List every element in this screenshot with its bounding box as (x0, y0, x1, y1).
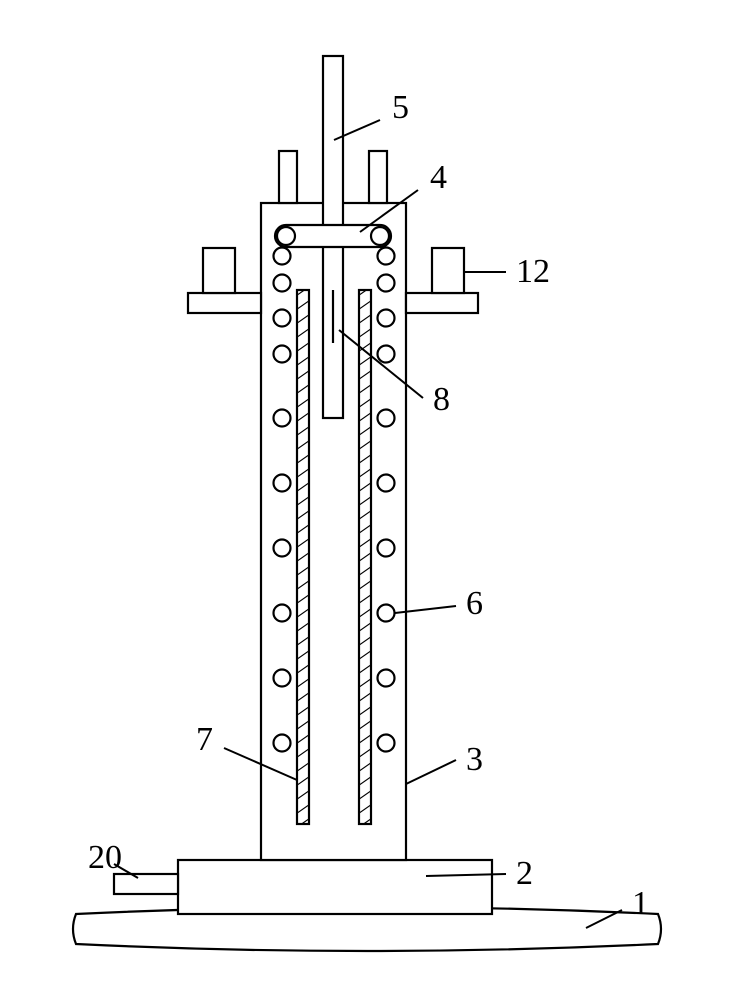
label-8: 8 (433, 381, 450, 418)
side-pipe (114, 874, 178, 894)
label-20: 20 (88, 839, 122, 876)
cap-post-right (369, 151, 387, 203)
shelf-post-left (203, 248, 235, 293)
label-12: 12 (516, 253, 550, 290)
label-6: 6 (466, 585, 483, 622)
label-4: 4 (430, 159, 447, 196)
cap-post-left (279, 151, 297, 203)
label-7: 7 (196, 721, 213, 758)
label-2: 2 (516, 855, 533, 892)
label-3: 3 (466, 741, 483, 778)
leader-3 (406, 760, 456, 784)
shelf-left (188, 293, 261, 313)
shelf-post-right (432, 248, 464, 293)
shelf-right (406, 293, 478, 313)
label-5: 5 (392, 89, 409, 126)
engineering-diagram: 54 12 8 6 3 7 2 1 20 (0, 0, 734, 1000)
pedestal (178, 860, 492, 914)
label-1: 1 (632, 885, 649, 922)
